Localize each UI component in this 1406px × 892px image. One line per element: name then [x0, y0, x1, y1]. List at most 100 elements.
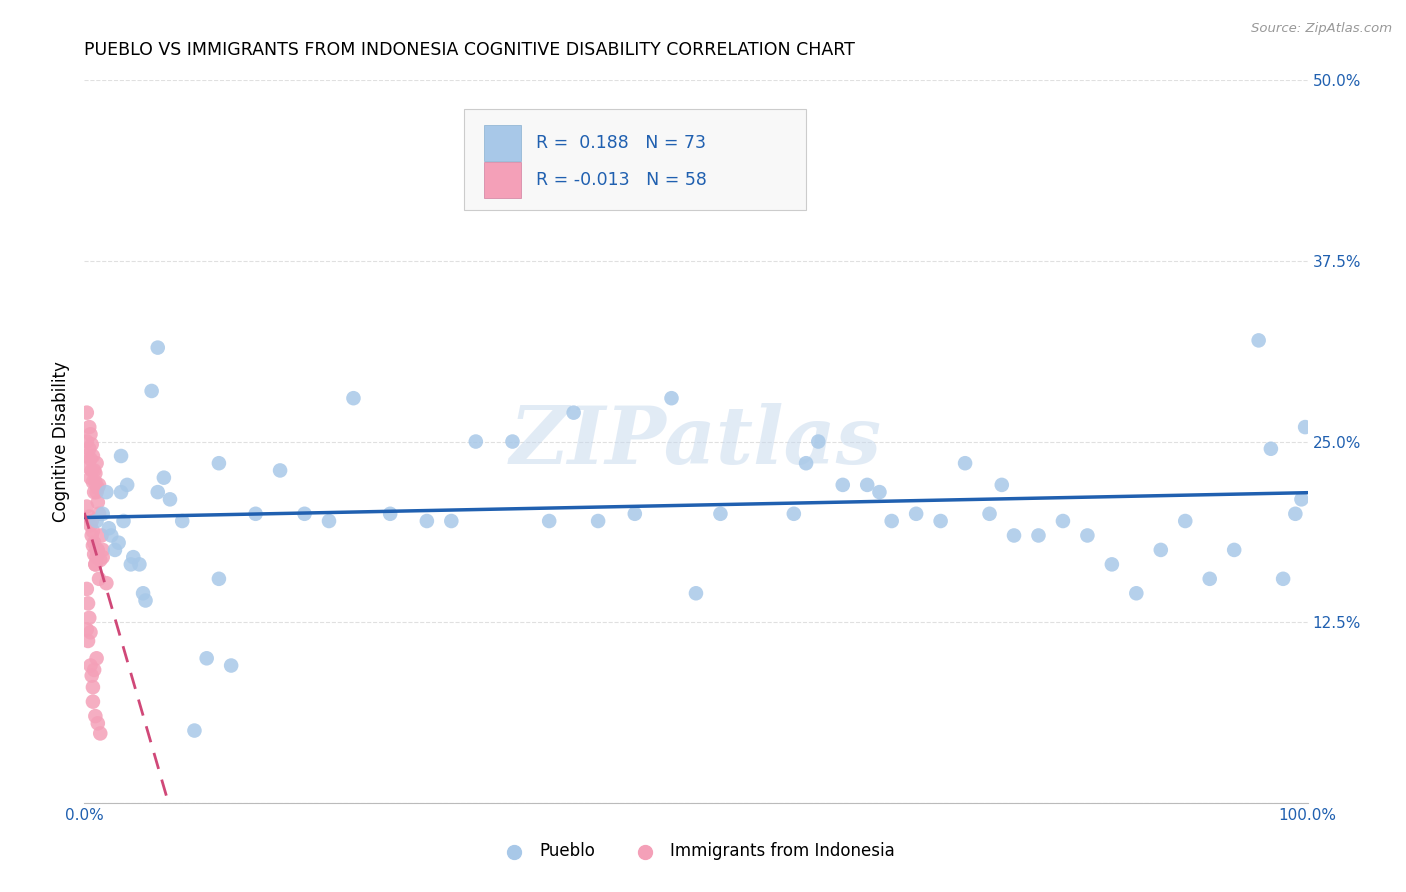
Point — [1076, 528, 1098, 542]
Point — [159, 492, 181, 507]
Point — [747, 167, 769, 181]
Point — [112, 514, 135, 528]
Point — [1198, 572, 1220, 586]
Point — [1150, 542, 1173, 557]
Text: R =  0.188   N = 73: R = 0.188 N = 73 — [536, 134, 706, 152]
Point — [269, 463, 291, 477]
Point — [91, 542, 114, 557]
Point — [342, 391, 364, 405]
Point — [79, 451, 101, 466]
Point — [87, 572, 110, 586]
Point — [153, 470, 176, 484]
Point — [856, 478, 879, 492]
Point — [90, 528, 112, 542]
Point — [86, 514, 108, 528]
Point — [83, 485, 105, 500]
Point — [82, 539, 104, 553]
Point — [77, 442, 100, 456]
Point — [77, 509, 100, 524]
FancyBboxPatch shape — [464, 109, 806, 211]
Point — [141, 384, 163, 398]
Point — [87, 507, 110, 521]
Point — [79, 518, 101, 533]
Point — [1101, 558, 1123, 572]
Point — [794, 456, 817, 470]
Point — [562, 406, 585, 420]
Point — [1052, 514, 1074, 528]
Point — [76, 623, 98, 637]
Point — [80, 463, 103, 477]
Point — [1291, 492, 1313, 507]
Point — [82, 680, 104, 694]
Point — [219, 658, 242, 673]
Point — [76, 434, 98, 449]
Point — [624, 507, 647, 521]
Point — [979, 507, 1001, 521]
Point — [440, 514, 463, 528]
Point — [96, 576, 118, 591]
Point — [97, 521, 120, 535]
Point — [685, 586, 707, 600]
Point — [87, 478, 110, 492]
Point — [538, 514, 561, 528]
Point — [831, 478, 853, 492]
Point — [115, 478, 138, 492]
Point — [79, 470, 101, 484]
Bar — [484, 162, 522, 199]
Point — [76, 406, 98, 420]
Point — [1002, 528, 1025, 542]
Point — [1125, 586, 1147, 600]
Point — [86, 651, 108, 665]
Point — [502, 434, 524, 449]
Point — [991, 478, 1014, 492]
Point — [1272, 572, 1295, 586]
Point — [1294, 420, 1316, 434]
Text: Source: ZipAtlas.com: Source: ZipAtlas.com — [1251, 22, 1392, 36]
Point — [83, 547, 105, 561]
Point — [82, 695, 104, 709]
Point — [87, 481, 110, 495]
Point — [122, 550, 145, 565]
Point — [1174, 514, 1197, 528]
Point — [807, 434, 830, 449]
Point — [86, 456, 108, 470]
Point — [869, 485, 891, 500]
Point — [83, 535, 105, 549]
Text: PUEBLO VS IMMIGRANTS FROM INDONESIA COGNITIVE DISABILITY CORRELATION CHART: PUEBLO VS IMMIGRANTS FROM INDONESIA COGN… — [84, 41, 855, 59]
Point — [79, 625, 101, 640]
Point — [77, 460, 100, 475]
Point — [87, 716, 110, 731]
Point — [294, 507, 316, 521]
Point — [146, 341, 169, 355]
Point — [128, 558, 150, 572]
Bar — [484, 125, 522, 161]
Point — [183, 723, 205, 738]
Point — [82, 475, 104, 489]
Point — [91, 507, 114, 521]
Point — [84, 709, 107, 723]
Point — [110, 449, 132, 463]
Point — [380, 507, 402, 521]
Legend: Pueblo, Immigrants from Indonesia: Pueblo, Immigrants from Indonesia — [491, 836, 901, 867]
Point — [80, 514, 103, 528]
Point — [416, 514, 439, 528]
Point — [146, 485, 169, 500]
Point — [77, 420, 100, 434]
Point — [464, 434, 486, 449]
Point — [783, 507, 806, 521]
Point — [96, 485, 118, 500]
Point — [132, 586, 155, 600]
Point — [208, 572, 231, 586]
Point — [82, 449, 104, 463]
Text: ZIPatlas: ZIPatlas — [510, 403, 882, 480]
Point — [905, 507, 928, 521]
Point — [110, 485, 132, 500]
Point — [76, 449, 98, 463]
Point — [1247, 334, 1270, 348]
Point — [86, 542, 108, 557]
Point — [84, 467, 107, 481]
Point — [1284, 507, 1306, 521]
Point — [82, 524, 104, 538]
Point — [76, 500, 98, 514]
Point — [208, 456, 231, 470]
